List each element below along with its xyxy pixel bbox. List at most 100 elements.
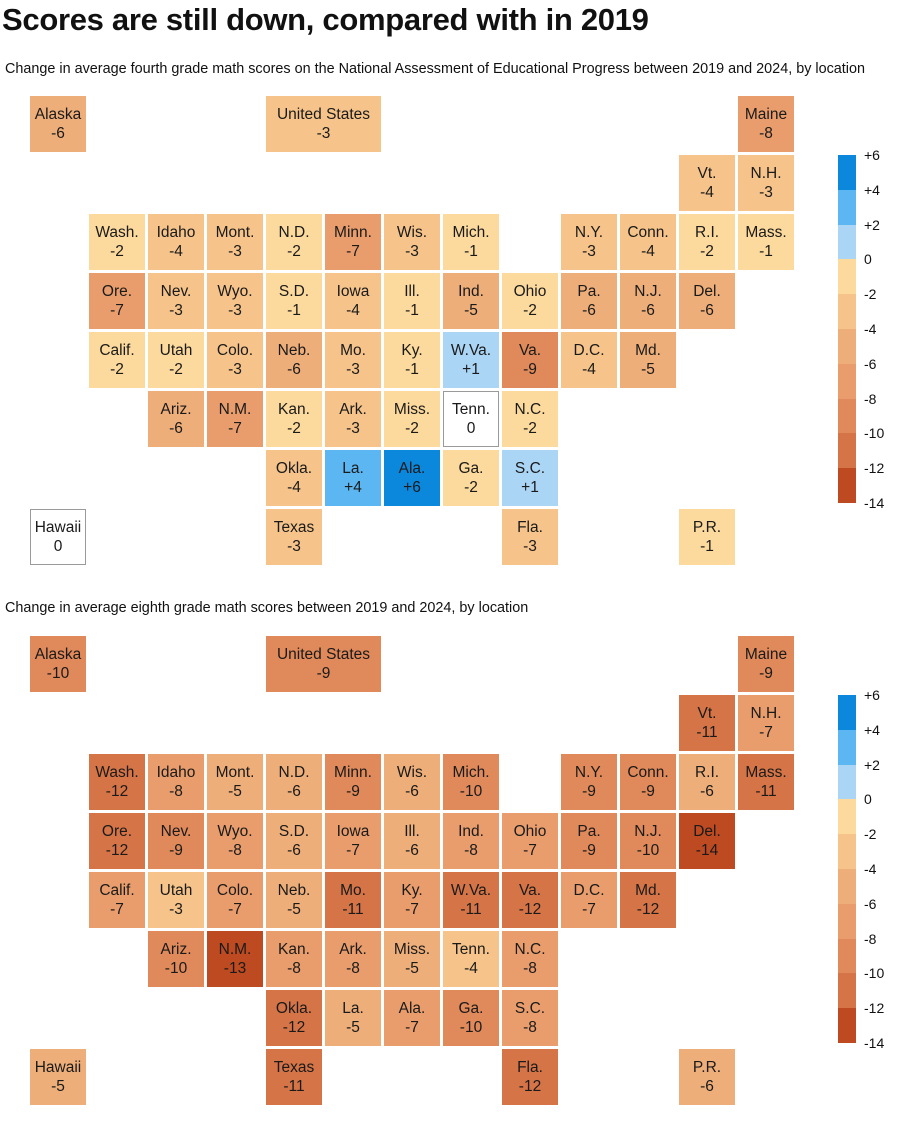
tile-value: -6 bbox=[169, 420, 183, 437]
tile-label: Ind. bbox=[458, 283, 484, 300]
tile-value: -6 bbox=[405, 783, 419, 800]
tile-label: United States bbox=[276, 646, 371, 663]
tile-value: -2 bbox=[110, 243, 124, 260]
tile-kan: Kan. -8 bbox=[266, 931, 322, 987]
tile-label: Del. bbox=[693, 823, 721, 840]
tile-neb: Neb. -6 bbox=[266, 332, 322, 388]
tile-label: Wash. bbox=[95, 764, 139, 781]
tile-value: -8 bbox=[523, 1019, 537, 1036]
legend-swatch bbox=[838, 294, 856, 330]
legend-tick-label: +2 bbox=[864, 756, 880, 773]
tile-value: -3 bbox=[316, 125, 331, 142]
legend-tick-label: -6 bbox=[864, 895, 877, 912]
tile-label: Maine bbox=[744, 646, 788, 663]
tile-la: La. +4 bbox=[325, 450, 381, 506]
tile-united-states: United States -9 bbox=[266, 636, 381, 692]
tile-label: Wis. bbox=[396, 224, 428, 241]
tile-ind: Ind. -8 bbox=[443, 813, 499, 869]
tile-value: -3 bbox=[228, 361, 242, 378]
tile-label: Ark. bbox=[339, 401, 367, 418]
tile-label: Kan. bbox=[278, 401, 310, 418]
tile-vt: Vt. -11 bbox=[679, 695, 735, 751]
tile-value: -11 bbox=[460, 901, 482, 918]
tile-label: Ariz. bbox=[160, 941, 192, 958]
tile-label: Conn. bbox=[627, 764, 669, 781]
tile-value: -6 bbox=[405, 842, 419, 859]
legend-tick-label: 0 bbox=[864, 791, 872, 808]
tile-label: Pa. bbox=[577, 283, 601, 300]
tile-label: Kan. bbox=[278, 941, 310, 958]
tile-value: -11 bbox=[342, 901, 364, 918]
legend-swatch bbox=[838, 973, 856, 1009]
tile-value: -7 bbox=[228, 901, 242, 918]
tile-value: -8 bbox=[464, 842, 478, 859]
tile-kan: Kan. -2 bbox=[266, 391, 322, 447]
tile-label: N.C. bbox=[514, 401, 546, 418]
tile-label: Wyo. bbox=[217, 283, 253, 300]
tile-label: Iowa bbox=[336, 823, 370, 840]
tile-idaho: Idaho -4 bbox=[148, 214, 204, 270]
tile-value: -7 bbox=[523, 842, 537, 859]
legend-tick-label: -8 bbox=[864, 930, 877, 947]
tile-va: Va. -12 bbox=[502, 872, 558, 928]
tile-label: Colo. bbox=[216, 342, 254, 359]
legend-tick-label: -12 bbox=[864, 1000, 885, 1017]
tile-conn: Conn. -4 bbox=[620, 214, 676, 270]
tile-label: Minn. bbox=[334, 764, 372, 781]
legend-tick-label: -2 bbox=[864, 286, 877, 303]
tile-value: -4 bbox=[641, 243, 655, 260]
tile-label: Idaho bbox=[156, 224, 196, 241]
legend-tick-label: +4 bbox=[864, 181, 880, 198]
legend-tick-label: -14 bbox=[864, 1035, 885, 1051]
tile-ore: Ore. -7 bbox=[89, 273, 145, 329]
tile-label: N.D. bbox=[278, 764, 310, 781]
tile-pa: Pa. -6 bbox=[561, 273, 617, 329]
tile-label: S.D. bbox=[278, 283, 310, 300]
tile-label: La. bbox=[342, 1000, 364, 1017]
tile-label: Iowa bbox=[336, 283, 370, 300]
tile-value: -5 bbox=[405, 960, 419, 977]
tile-mo: Mo. -3 bbox=[325, 332, 381, 388]
tile-value: -6 bbox=[700, 302, 714, 319]
tile-value: -6 bbox=[287, 842, 301, 859]
tile-mont: Mont. -3 bbox=[207, 214, 263, 270]
tile-value: -9 bbox=[582, 842, 596, 859]
tile-value: -6 bbox=[582, 302, 596, 319]
tile-label: Texas bbox=[273, 1059, 315, 1076]
tile-miss: Miss. -2 bbox=[384, 391, 440, 447]
tile-value: -1 bbox=[700, 538, 714, 555]
tile-wis: Wis. -6 bbox=[384, 754, 440, 810]
legend-tick-label: 0 bbox=[864, 251, 872, 268]
tile-tenn: Tenn. -4 bbox=[443, 931, 499, 987]
tile-neb: Neb. -5 bbox=[266, 872, 322, 928]
tile-fla: Fla. -3 bbox=[502, 509, 558, 565]
tile-value: -12 bbox=[282, 1019, 306, 1036]
tile-mass: Mass. -11 bbox=[738, 754, 794, 810]
tile-value: -12 bbox=[636, 901, 660, 918]
tile-value: -7 bbox=[582, 901, 596, 918]
legend-tick-label: -10 bbox=[864, 965, 885, 982]
tile-value: +1 bbox=[462, 361, 480, 378]
tile-ky: Ky. -7 bbox=[384, 872, 440, 928]
tile-value: -1 bbox=[405, 302, 419, 319]
tile-label: Fla. bbox=[517, 519, 543, 536]
tile-label: Ky. bbox=[401, 882, 423, 899]
tile-label: Maine bbox=[744, 106, 788, 123]
tile-label: Hawaii bbox=[34, 1059, 82, 1076]
tile-wyo: Wyo. -8 bbox=[207, 813, 263, 869]
tile-label: Utah bbox=[159, 342, 193, 359]
tile-value: -7 bbox=[405, 901, 419, 918]
tile-label: P.R. bbox=[692, 1059, 722, 1076]
tile-value: -6 bbox=[700, 1078, 714, 1095]
tile-value: -2 bbox=[287, 420, 301, 437]
tile-label: Vt. bbox=[697, 165, 717, 182]
page-title: Scores are still down, compared with in … bbox=[2, 2, 649, 37]
tile-alaska: Alaska -10 bbox=[30, 636, 86, 692]
legend-swatch bbox=[838, 764, 856, 800]
tile-ill: Ill. -1 bbox=[384, 273, 440, 329]
tile-s-c: S.C. +1 bbox=[502, 450, 558, 506]
tile-value: -10 bbox=[459, 783, 483, 800]
tile-n-h: N.H. -7 bbox=[738, 695, 794, 751]
tile-value: -6 bbox=[51, 125, 65, 142]
